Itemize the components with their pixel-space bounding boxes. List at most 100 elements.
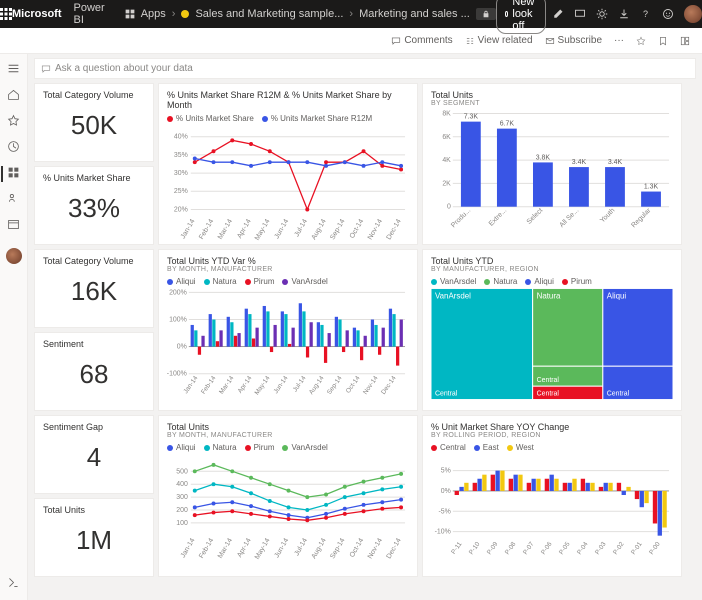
- download-icon[interactable]: [618, 8, 630, 20]
- kpi-title: Total Category Volume: [43, 256, 145, 266]
- svg-text:Natura: Natura: [537, 291, 561, 300]
- report-canvas: Ask a question about your data Total Cat…: [28, 54, 702, 600]
- chevron-right-icon: ›: [172, 8, 176, 20]
- comments-button[interactable]: Comments: [391, 35, 452, 46]
- svg-text:Mar-14: Mar-14: [217, 218, 234, 241]
- kpi-title: % Units Market Share: [43, 173, 145, 183]
- nav-home-icon[interactable]: [7, 88, 20, 104]
- nav-recent-icon[interactable]: [7, 140, 20, 156]
- nav-getdata-icon[interactable]: [7, 576, 20, 592]
- svg-text:4K: 4K: [442, 157, 451, 164]
- help-icon[interactable]: ?: [640, 8, 652, 20]
- svg-text:Oct-14: Oct-14: [345, 375, 362, 395]
- svg-text:Central: Central: [607, 391, 630, 398]
- chart-total-units-month[interactable]: Total Units BY MONTH, MANUFACTURER Aliqu…: [158, 415, 418, 577]
- svg-text:5%: 5%: [441, 468, 451, 475]
- qna-input[interactable]: Ask a question about your data: [34, 58, 696, 79]
- crumb-2[interactable]: Marketing and sales ...: [359, 8, 470, 20]
- svg-text:Dec-14: Dec-14: [386, 537, 403, 560]
- nav-favorites-icon[interactable]: [7, 114, 20, 130]
- left-nav: [0, 54, 28, 600]
- kpi-sentiment-gap[interactable]: Sentiment Gap 4: [34, 415, 154, 494]
- svg-text:P-05: P-05: [558, 541, 572, 556]
- nav-menu-icon[interactable]: [7, 62, 20, 78]
- chart-legend: AliquiNaturaPirumVanArsdel: [167, 443, 409, 452]
- apps-icon: [125, 9, 135, 19]
- treemap-chart: VanArsdel Central Natura Central Central Aliq…: [431, 288, 673, 400]
- svg-text:Apr-14: Apr-14: [236, 537, 253, 559]
- bar-chart: 02K4K6K8K7.3KProdu...6.7KExtre...3.8KSel…: [431, 107, 673, 235]
- subscribe-button[interactable]: Subscribe: [545, 35, 602, 46]
- present-icon[interactable]: [574, 8, 586, 20]
- crumb-apps[interactable]: Apps: [141, 8, 166, 20]
- kpi-total-category-volume-1[interactable]: Total Category Volume 50K: [34, 83, 154, 162]
- brand-label: Microsoft: [12, 8, 72, 20]
- chart-title: % Units Market Share R12M & % Units Mark…: [167, 90, 409, 110]
- svg-text:Mar-14: Mar-14: [217, 537, 234, 560]
- nav-avatar[interactable]: [6, 248, 22, 264]
- svg-text:Central: Central: [435, 391, 458, 398]
- svg-text:300: 300: [176, 494, 188, 501]
- svg-text:Jun-14: Jun-14: [273, 374, 290, 394]
- app-launcher-icon[interactable]: [0, 8, 12, 20]
- svg-text:?: ?: [643, 9, 648, 19]
- settings-icon[interactable]: [596, 8, 608, 20]
- grouped-bar-chart: -10%-5%0%5%P-11P-10P-09P-08P-07P-06P-05P…: [431, 454, 673, 562]
- chart-market-share-line[interactable]: % Units Market Share R12M & % Units Mark…: [158, 83, 418, 245]
- svg-text:200%: 200%: [169, 289, 187, 296]
- chart-yoy-change[interactable]: % Unit Market Share YOY Change BY ROLLIN…: [422, 415, 682, 577]
- chart-ytd-var[interactable]: Total Units YTD Var % BY MONTH, MANUFACT…: [158, 249, 418, 411]
- line-chart: 20%25%30%35%40%Jan-14Feb-14Mar-14Apr-14M…: [167, 125, 409, 243]
- svg-text:2K: 2K: [442, 180, 451, 187]
- svg-text:3.4K: 3.4K: [572, 159, 587, 166]
- bookmark-button[interactable]: [658, 36, 668, 46]
- svg-text:Extre...: Extre...: [488, 207, 509, 228]
- svg-text:May-14: May-14: [254, 537, 272, 561]
- svg-text:Oct-14: Oct-14: [349, 537, 366, 559]
- kpi-total-category-volume-2[interactable]: Total Category Volume 16K: [34, 249, 154, 328]
- view-related-button[interactable]: View related: [465, 35, 533, 46]
- kpi-sentiment[interactable]: Sentiment 68: [34, 332, 154, 411]
- svg-text:Feb-14: Feb-14: [200, 375, 218, 396]
- nav-apps-icon[interactable]: [1, 166, 20, 182]
- chat-icon: [41, 64, 51, 74]
- product-label[interactable]: Power BI: [72, 2, 117, 26]
- more-button[interactable]: ···: [614, 35, 624, 46]
- kpi-total-units[interactable]: Total Units 1M: [34, 498, 154, 577]
- svg-text:7.3K: 7.3K: [464, 114, 479, 121]
- svg-text:Aliqui: Aliqui: [607, 291, 627, 300]
- kpi-market-share[interactable]: % Units Market Share 33%: [34, 166, 154, 245]
- svg-text:Jul-14: Jul-14: [294, 537, 310, 557]
- svg-text:VanArsdel: VanArsdel: [435, 291, 471, 300]
- chart-title: Total Units YTD: [431, 256, 673, 266]
- new-look-label: New look off: [512, 0, 536, 32]
- svg-text:Feb-14: Feb-14: [198, 537, 215, 560]
- crumb-1[interactable]: Sales and Marketing sample...: [195, 8, 343, 20]
- svg-text:Feb-14: Feb-14: [198, 218, 215, 241]
- chart-ytd-treemap[interactable]: Total Units YTD BY MANUFACTURER, REGION …: [422, 249, 682, 411]
- feedback-icon[interactable]: [662, 8, 674, 20]
- svg-text:6.7K: 6.7K: [500, 121, 515, 128]
- kpi-title: Sentiment: [43, 339, 145, 349]
- svg-text:Apr-14: Apr-14: [237, 374, 254, 394]
- svg-text:200: 200: [176, 507, 188, 514]
- svg-text:Jun-14: Jun-14: [274, 218, 291, 240]
- view-layout-button[interactable]: [680, 36, 690, 46]
- svg-text:Sep-14: Sep-14: [326, 374, 344, 395]
- nav-workspaces-icon[interactable]: [7, 218, 20, 234]
- svg-text:Mar-14: Mar-14: [218, 375, 236, 396]
- avatar[interactable]: [684, 5, 702, 23]
- favorite-button[interactable]: [636, 36, 646, 46]
- lock-icon: [476, 8, 496, 20]
- svg-text:0%: 0%: [441, 488, 451, 495]
- new-look-toggle[interactable]: New look off: [496, 0, 546, 34]
- chart-total-units-segment[interactable]: Total Units BY SEGMENT 02K4K6K8K7.3KProd…: [422, 83, 682, 245]
- svg-text:-100%: -100%: [167, 371, 187, 378]
- nav-shared-icon[interactable]: [7, 192, 20, 208]
- svg-text:Regular: Regular: [630, 207, 653, 230]
- svg-text:25%: 25%: [174, 188, 188, 195]
- chart-subtitle: BY ROLLING PERIOD, REGION: [431, 432, 673, 439]
- edit-icon[interactable]: [552, 8, 564, 20]
- chart-title: Total Units YTD Var %: [167, 256, 409, 266]
- svg-text:Central: Central: [537, 377, 560, 384]
